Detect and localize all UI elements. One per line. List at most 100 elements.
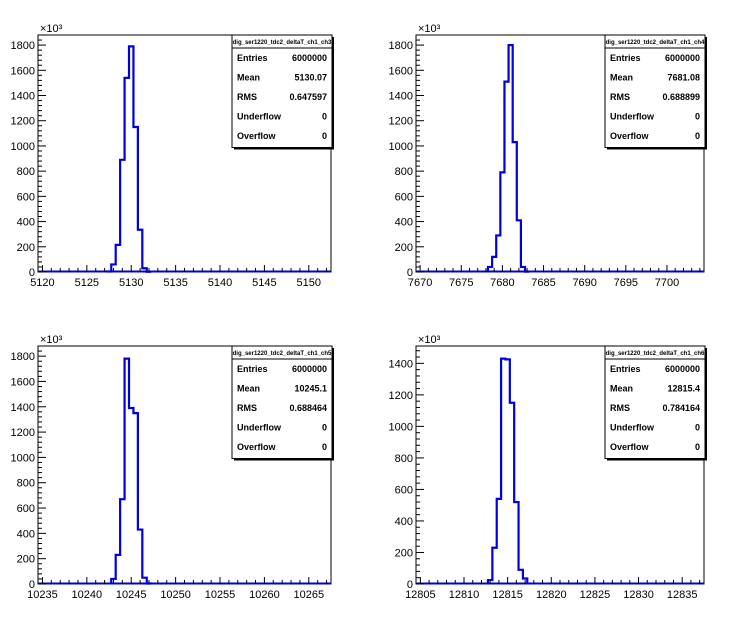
stats-value: 10245.1 bbox=[294, 384, 327, 394]
stats-label: Mean bbox=[610, 384, 633, 394]
stats-box-frame bbox=[604, 345, 706, 459]
histogram-outline bbox=[105, 45, 153, 273]
y-multiplier-label: ×10³ bbox=[418, 334, 441, 346]
x-tick-label: 5140 bbox=[208, 277, 232, 289]
y-tick-label: 1000 bbox=[389, 421, 413, 433]
stats-box-title: dig_ser1220_tdc2_deltaT_ch1_ch3 bbox=[233, 40, 332, 46]
y-tick-label: 800 bbox=[395, 453, 413, 465]
y-tick-label: 1400 bbox=[11, 91, 35, 103]
stats-label: RMS bbox=[610, 403, 630, 413]
x-tick-label: 10265 bbox=[294, 589, 325, 601]
stats-value: 0 bbox=[322, 112, 327, 122]
stats-box: dig_ser1220_tdc2_deltaT_ch1_ch3 Entries 60… bbox=[231, 34, 334, 150]
stats-label: Overflow bbox=[237, 131, 277, 141]
y-multiplier-label: ×10³ bbox=[418, 23, 441, 35]
y-tick-label: 1000 bbox=[389, 141, 413, 153]
stats-value: 5130.07 bbox=[294, 73, 327, 83]
x-tick-label: 12825 bbox=[580, 589, 611, 601]
x-tick-label: 5120 bbox=[30, 277, 54, 289]
x-tick-label: 5145 bbox=[252, 277, 276, 289]
stats-label: Overflow bbox=[237, 442, 277, 452]
x-tick-label: 7700 bbox=[655, 277, 679, 289]
y-tick-label: 0 bbox=[29, 579, 35, 591]
x-tick-label: 5150 bbox=[297, 277, 321, 289]
y-tick-label: 400 bbox=[17, 217, 35, 229]
stats-label: Underflow bbox=[237, 112, 282, 122]
x-tick-label: 7670 bbox=[408, 277, 432, 289]
x-tick-label: 10240 bbox=[72, 589, 103, 601]
y-tick-label: 1800 bbox=[11, 40, 35, 52]
stats-box-frame bbox=[231, 34, 333, 148]
stats-label: RMS bbox=[237, 403, 257, 413]
stats-box-frame bbox=[604, 34, 706, 148]
x-tick-label: 7680 bbox=[490, 277, 514, 289]
x-tick-label: 10250 bbox=[160, 589, 191, 601]
y-tick-label: 1600 bbox=[389, 65, 413, 77]
y-tick-label: 400 bbox=[395, 217, 413, 229]
y-tick-label: 1000 bbox=[11, 141, 35, 153]
stats-box: dig_ser1220_tdc2_deltaT_ch1_ch6 Entries 60… bbox=[604, 345, 707, 461]
histogram-panel-3: 10235 10240 10245 10250 10255 10260 10265 0 200 4… bbox=[11, 334, 334, 601]
x-tick-label: 7690 bbox=[572, 277, 596, 289]
y-tick-label: 800 bbox=[17, 166, 35, 178]
stats-value: 0 bbox=[695, 131, 700, 141]
stats-value: 6000000 bbox=[665, 53, 700, 63]
x-tick-label: 10235 bbox=[27, 589, 58, 601]
stats-label: Entries bbox=[610, 53, 641, 63]
stats-value: 0.784164 bbox=[662, 403, 700, 413]
stats-value: 12815.4 bbox=[667, 384, 700, 394]
stats-label: Overflow bbox=[610, 442, 650, 452]
y-tick-label: 1600 bbox=[11, 65, 35, 77]
x-tick-label: 7675 bbox=[449, 277, 473, 289]
x-tick-label: 5135 bbox=[163, 277, 187, 289]
y-tick-label: 1200 bbox=[11, 116, 35, 128]
stats-label: Entries bbox=[610, 364, 641, 374]
histogram-panel-1: 5120 5125 5130 5135 5140 5145 5150 0 200 400 600 80… bbox=[11, 23, 334, 289]
x-tick-label: 12830 bbox=[623, 589, 654, 601]
y-tick-label: 0 bbox=[407, 579, 413, 591]
histogram-outline bbox=[486, 43, 531, 273]
y-tick-label: 400 bbox=[17, 528, 35, 540]
stats-label: Mean bbox=[610, 73, 633, 83]
histogram-outline bbox=[486, 357, 529, 584]
stats-label: Entries bbox=[237, 53, 268, 63]
stats-label: RMS bbox=[237, 92, 257, 102]
x-tick-label: 7685 bbox=[531, 277, 555, 289]
stats-label: Underflow bbox=[610, 423, 655, 433]
histogram-outline bbox=[110, 357, 153, 585]
stats-label: Underflow bbox=[237, 423, 282, 433]
x-tick-label: 12835 bbox=[667, 589, 698, 601]
stats-box: dig_ser1220_tdc2_deltaT_ch1_ch5 Entries 60… bbox=[231, 345, 334, 461]
y-tick-label: 1400 bbox=[389, 91, 413, 103]
y-multiplier-label: ×10³ bbox=[40, 334, 63, 346]
stats-value: 0.647597 bbox=[289, 92, 327, 102]
y-multiplier-label: ×10³ bbox=[40, 23, 63, 35]
y-tick-label: 1600 bbox=[11, 376, 35, 388]
stats-label: Entries bbox=[237, 364, 268, 374]
y-tick-label: 1200 bbox=[389, 390, 413, 402]
y-tick-label: 200 bbox=[395, 547, 413, 559]
y-tick-label: 600 bbox=[17, 503, 35, 515]
y-tick-label: 1400 bbox=[389, 358, 413, 370]
stats-value: 7681.08 bbox=[667, 73, 700, 83]
stats-value: 0 bbox=[322, 423, 327, 433]
y-tick-label: 1200 bbox=[11, 427, 35, 439]
y-tick-label: 600 bbox=[395, 191, 413, 203]
stats-box-title: dig_ser1220_tdc2_deltaT_ch1_ch4 bbox=[606, 40, 705, 46]
y-tick-label: 800 bbox=[17, 478, 35, 490]
x-tick-label: 12815 bbox=[492, 589, 523, 601]
x-tick-label: 5130 bbox=[119, 277, 143, 289]
histogram-panel-4: 12805 12810 12815 12820 12825 12830 12835 0 200 4… bbox=[389, 334, 707, 601]
x-tick-label: 7695 bbox=[614, 277, 638, 289]
stats-value: 6000000 bbox=[292, 364, 327, 374]
y-tick-label: 600 bbox=[395, 484, 413, 496]
x-tick-label: 10260 bbox=[249, 589, 280, 601]
histogram-panel-2: 7670 7675 7680 7685 7690 7695 7700 0 200 400 600 80… bbox=[389, 23, 707, 289]
y-tick-label: 400 bbox=[395, 516, 413, 528]
stats-label: RMS bbox=[610, 92, 630, 102]
stats-box-title: dig_ser1220_tdc2_deltaT_ch1_ch6 bbox=[606, 351, 705, 357]
y-tick-label: 200 bbox=[395, 242, 413, 254]
stats-value: 6000000 bbox=[292, 53, 327, 63]
y-tick-label: 1800 bbox=[389, 40, 413, 52]
